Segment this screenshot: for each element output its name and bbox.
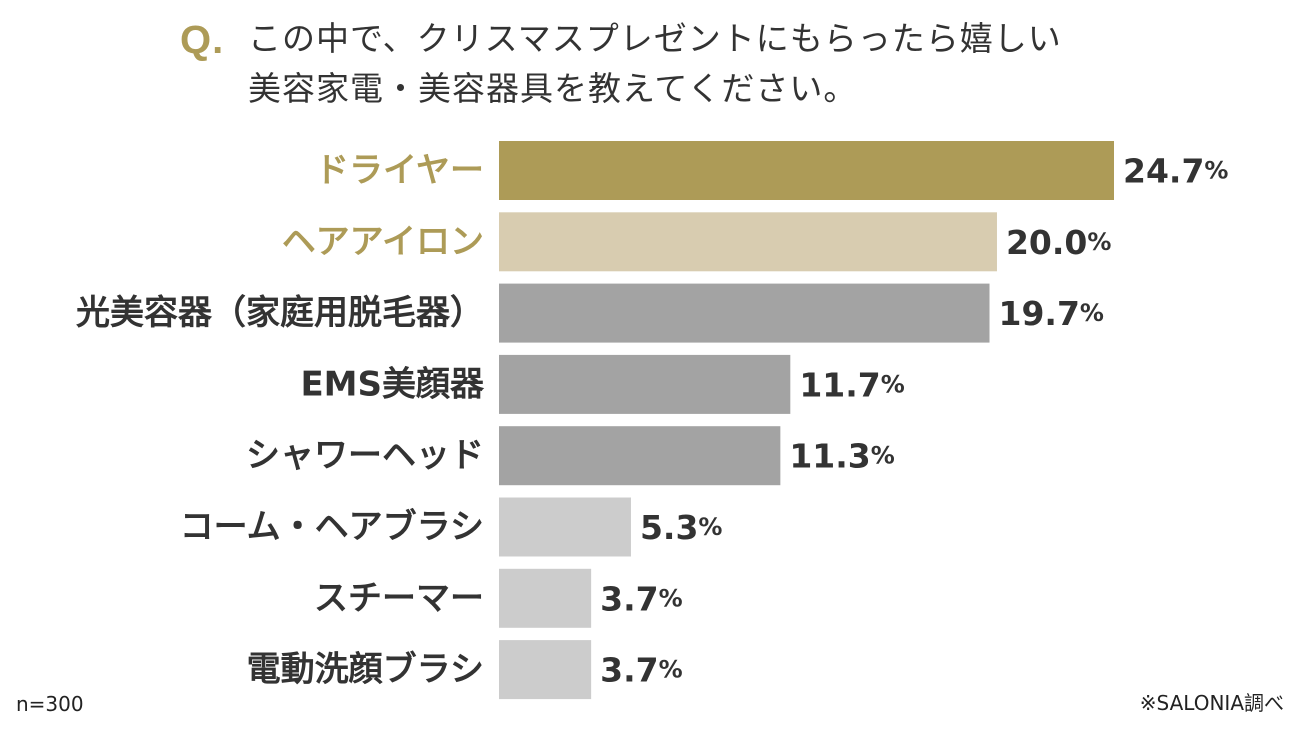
- question-line-1: この中で、クリスマスプレゼントにもらったら嬉しい: [248, 19, 1062, 58]
- value-label-4: 11.7%: [799, 365, 904, 404]
- category-label-3: 光美容器（家庭用脱毛器）: [76, 293, 484, 333]
- value-number-5: 11.3: [789, 436, 870, 475]
- value-label-8: 3.7%: [600, 650, 683, 689]
- bar-1: [499, 141, 1114, 200]
- value-unit-6: %: [698, 513, 722, 541]
- value-unit-5: %: [871, 442, 895, 470]
- value-label-3: 19.7%: [999, 294, 1104, 333]
- bar-8: [499, 640, 592, 700]
- question-text: この中で、クリスマスプレゼントにもらったら嬉しい 美容家電・美容器具を教えてくだ…: [248, 14, 1062, 114]
- value-number-6: 5.3: [640, 508, 698, 547]
- value-label-5: 11.3%: [789, 436, 894, 475]
- bar-4: [499, 354, 791, 414]
- category-label-2: ヘアアイロン: [282, 222, 484, 262]
- value-unit-8: %: [659, 656, 683, 684]
- category-label-7: スチーマー: [314, 578, 484, 618]
- question-block: Q. この中で、クリスマスプレゼントにもらったら嬉しい 美容家電・美容器具を教え…: [180, 14, 1062, 114]
- value-number-7: 3.7: [600, 579, 658, 618]
- source-note: ※SALONIA調べ: [1139, 691, 1284, 715]
- value-unit-2: %: [1087, 228, 1111, 256]
- value-label-7: 3.7%: [600, 579, 683, 618]
- value-number-8: 3.7: [600, 650, 658, 689]
- value-number-1: 24.7: [1123, 151, 1204, 190]
- bar-5: [499, 426, 781, 486]
- category-label-8: 電動洗顔ブラシ: [247, 650, 484, 690]
- bar-2: [499, 212, 997, 272]
- question-mark: Q.: [180, 18, 225, 62]
- bar-3: [499, 283, 990, 343]
- category-label-1: ドライヤー: [315, 151, 484, 191]
- value-label-1: 24.7%: [1123, 151, 1228, 190]
- value-unit-3: %: [1080, 299, 1104, 327]
- value-label-6: 5.3%: [640, 508, 723, 547]
- value-number-4: 11.7: [799, 365, 880, 404]
- question-line-2: 美容家電・美容器具を教えてください。: [248, 69, 858, 108]
- sample-size: n=300: [16, 692, 84, 716]
- value-unit-4: %: [881, 370, 905, 398]
- category-label-4: EMS美顔器: [300, 364, 485, 404]
- value-number-2: 20.0: [1006, 222, 1087, 261]
- value-number-3: 19.7: [999, 294, 1080, 333]
- category-label-5: シャワーヘッド: [246, 436, 484, 476]
- value-label-2: 20.0%: [1006, 222, 1111, 261]
- bar-7: [499, 568, 592, 628]
- value-unit-7: %: [659, 584, 683, 612]
- bar-6: [499, 497, 631, 557]
- category-label-6: コーム・ヘアブラシ: [180, 507, 484, 547]
- value-unit-1: %: [1204, 157, 1228, 185]
